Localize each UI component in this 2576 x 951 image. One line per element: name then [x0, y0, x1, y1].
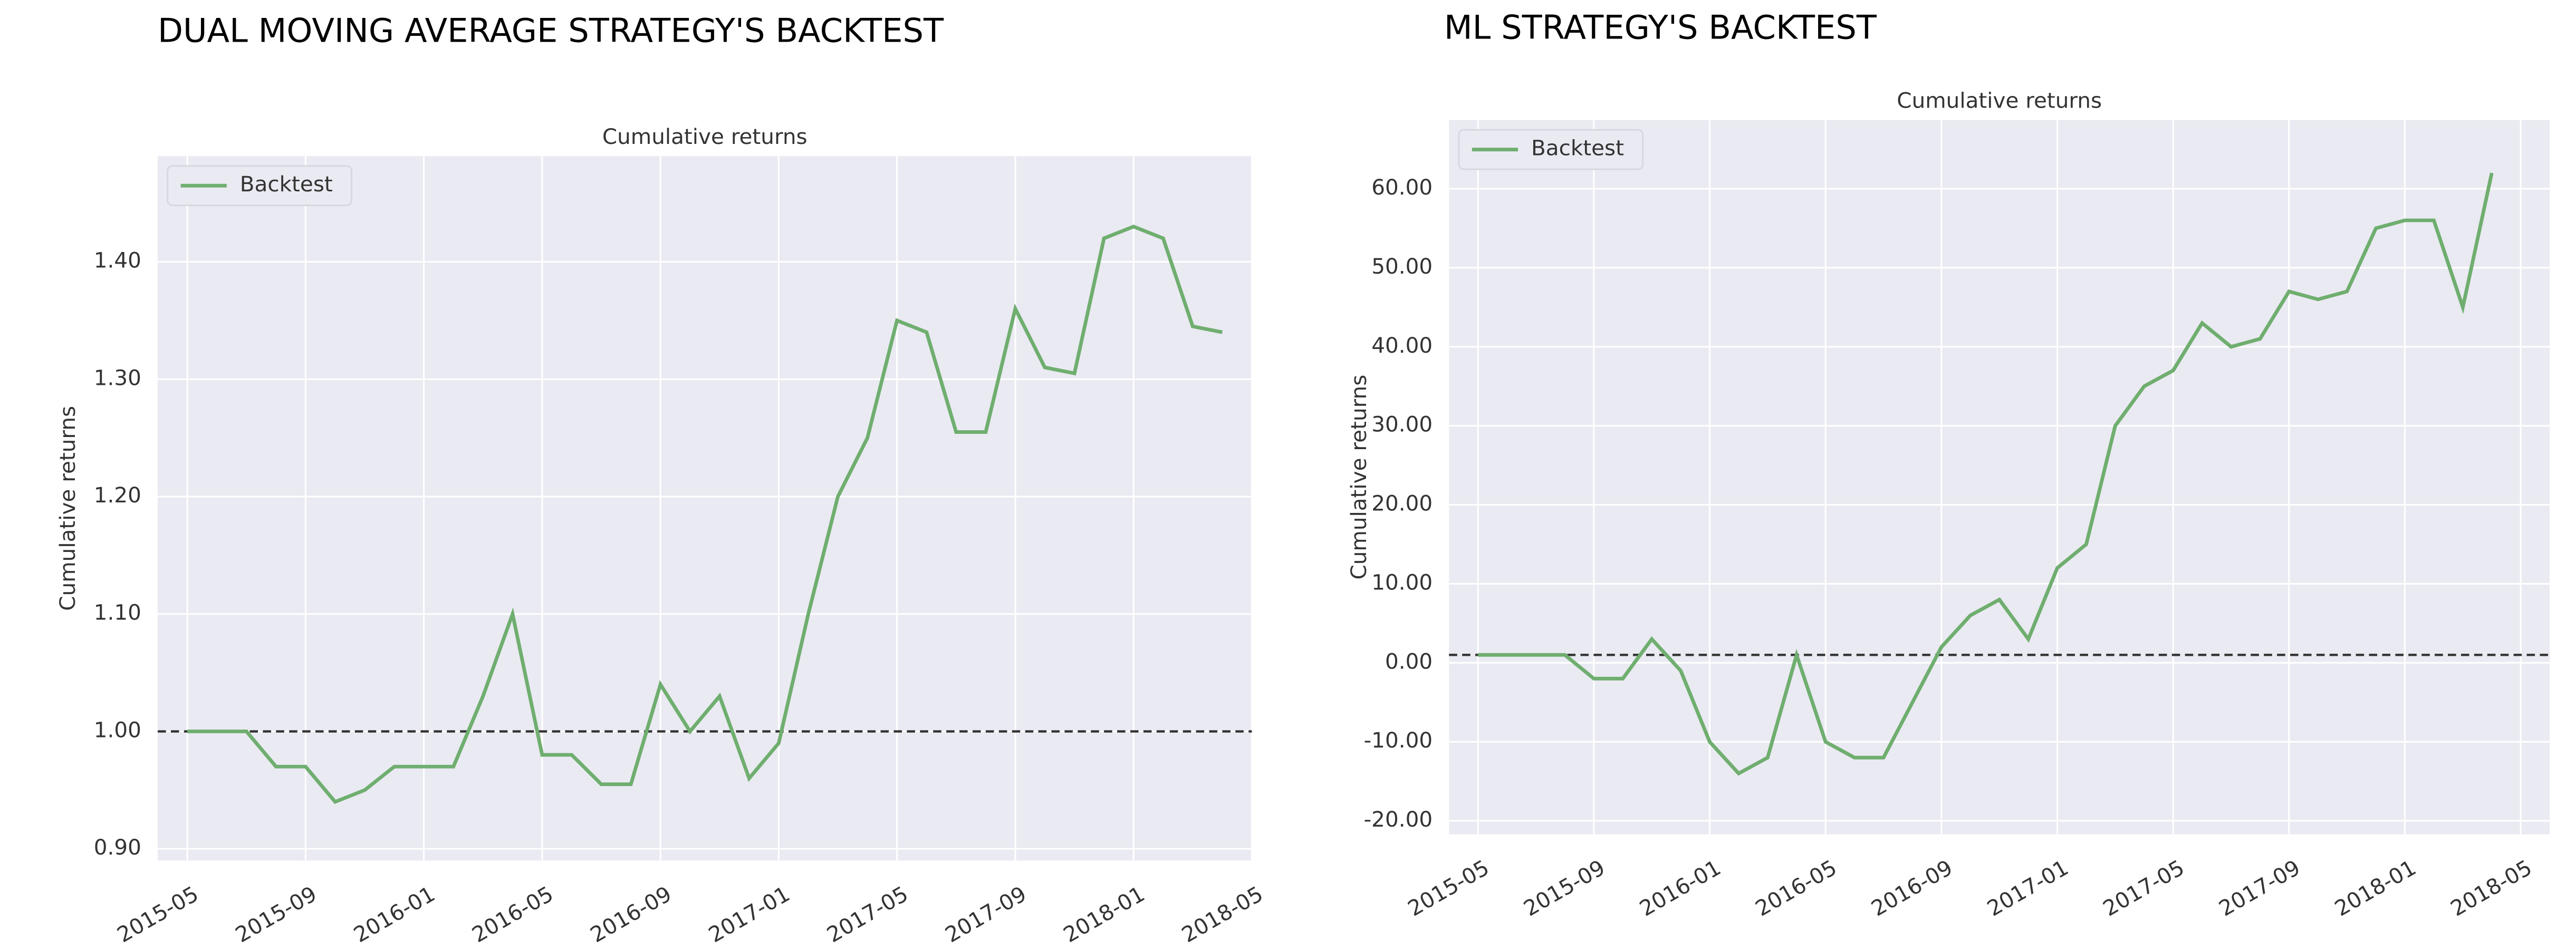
y-tick-label: 20.00 [1371, 491, 1433, 516]
x-tick-label: 2017-09 [2215, 855, 2304, 921]
plot-area [158, 156, 1252, 861]
x-tick-label: 2017-05 [2099, 855, 2188, 921]
y-tick-label: 10.00 [1371, 569, 1433, 595]
chart-heading: DUAL MOVING AVERAGE STRATEGY'S BACKTEST [158, 12, 944, 50]
legend-label: Backtest [240, 171, 333, 197]
y-tick-label: 0.90 [94, 834, 141, 860]
legend-label: Backtest [1531, 135, 1624, 161]
x-tick-label: 2015-09 [1520, 855, 1609, 921]
x-tick-label: 2018-01 [1059, 881, 1149, 947]
legend-box [167, 165, 353, 207]
x-tick-label: 2016-09 [586, 881, 676, 947]
y-tick-label: 50.00 [1371, 254, 1433, 279]
x-tick-label: 2017-09 [941, 881, 1031, 947]
chart-heading: ML STRATEGY'S BACKTEST [1444, 8, 1877, 46]
x-tick-label: 2015-09 [231, 881, 321, 947]
chart-title: Cumulative returns [602, 124, 808, 149]
x-tick-label: 2016-05 [1751, 855, 1841, 921]
plot-area [1449, 120, 2550, 834]
x-tick-label: 2016-01 [1635, 855, 1725, 921]
data-line [187, 225, 1223, 804]
x-tick-label: 2018-01 [2330, 855, 2420, 921]
legend-box [1458, 129, 1644, 170]
y-tick-label: 1.40 [94, 248, 141, 273]
y-tick-label: 60.00 [1371, 174, 1433, 200]
y-tick-label: 1.10 [94, 600, 141, 625]
y-tick-label: -10.00 [1364, 727, 1433, 753]
x-tick-label: 2018-05 [2446, 855, 2536, 921]
y-tick-label: 30.00 [1371, 412, 1433, 437]
y-tick-label: 1.20 [94, 482, 141, 508]
x-tick-label: 2017-01 [704, 881, 794, 947]
y-axis-label: Cumulative returns [55, 406, 80, 611]
y-tick-label: 1.00 [94, 717, 141, 742]
y-axis-label: Cumulative returns [1346, 375, 1371, 580]
x-tick-label: 2015-05 [113, 881, 203, 947]
y-tick-label: 40.00 [1371, 333, 1433, 358]
chart-title: Cumulative returns [1897, 88, 2102, 113]
y-tick-label: -20.00 [1364, 807, 1433, 832]
x-tick-label: 2016-01 [349, 881, 439, 947]
x-tick-label: 2016-09 [1867, 855, 1957, 921]
y-tick-label: 0.00 [1385, 648, 1433, 674]
x-tick-label: 2017-05 [822, 881, 912, 947]
data-line [1478, 172, 2494, 776]
x-tick-label: 2018-05 [1177, 881, 1267, 947]
x-tick-label: 2017-01 [1983, 855, 2072, 921]
x-tick-label: 2016-05 [468, 881, 558, 947]
y-tick-label: 1.30 [94, 365, 141, 390]
x-tick-label: 2015-05 [1404, 855, 1493, 921]
